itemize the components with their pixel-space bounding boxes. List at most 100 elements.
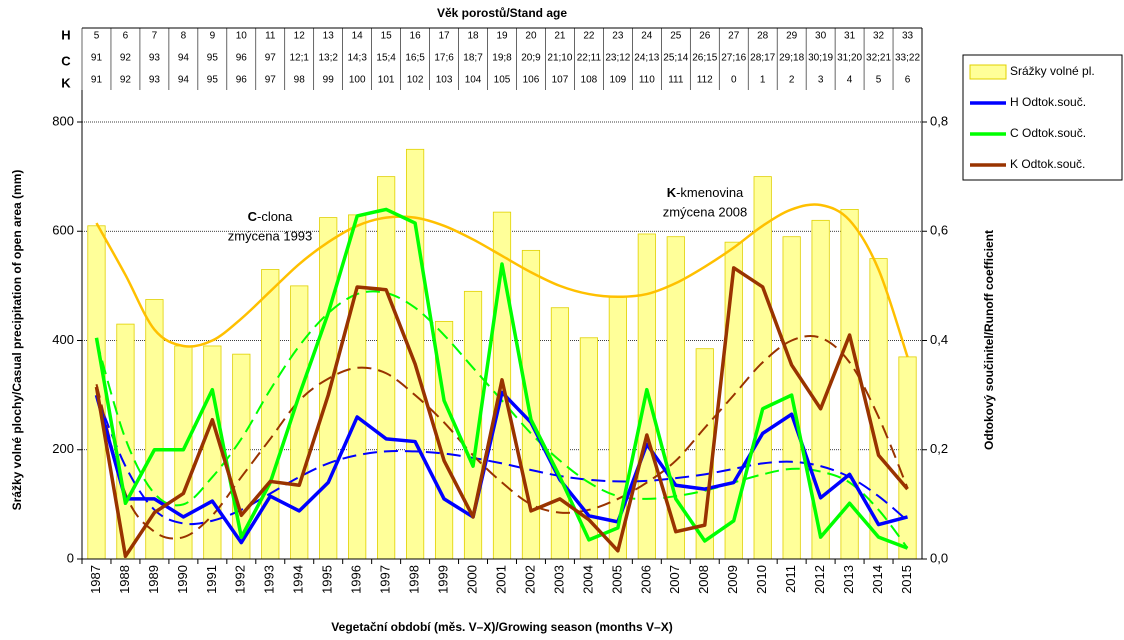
- table-cell: 31;20: [837, 53, 862, 64]
- x-tick-label: 1987: [88, 565, 103, 594]
- table-cell: 91: [91, 53, 103, 64]
- table-cell: 23;12: [605, 53, 630, 64]
- table-cell: 21: [554, 31, 566, 42]
- x-tick-label: 1988: [117, 565, 132, 594]
- table-cell: 92: [120, 75, 132, 86]
- table-cell: 28: [757, 31, 769, 42]
- table-cell: 32: [873, 31, 885, 42]
- table-cell: 101: [378, 75, 395, 86]
- table-cell: 25: [670, 31, 682, 42]
- legend-label: Srážky volné pl.: [1010, 64, 1095, 78]
- x-tick-label: 1996: [349, 565, 364, 594]
- table-cell: 97: [265, 53, 277, 64]
- data-line: [94, 390, 908, 545]
- x-tick-label: 2002: [522, 565, 537, 594]
- bar: [290, 285, 309, 560]
- table-cell: 29;18: [779, 53, 804, 64]
- table-cell: 28;17: [750, 53, 775, 64]
- table-cell: 93: [149, 53, 161, 64]
- x-tick-label: 2013: [841, 565, 856, 594]
- bar: [550, 307, 570, 560]
- bar: [521, 249, 541, 560]
- x-tick-label: 1993: [262, 565, 277, 594]
- y2-tick-label: 0,0: [930, 550, 948, 565]
- table-cell: 19: [496, 31, 508, 42]
- table-cell: 5: [94, 31, 100, 42]
- annotation: zmýcena 1993: [228, 228, 313, 243]
- table-cell: 13;2: [318, 53, 338, 64]
- table-cell: 30;19: [808, 53, 833, 64]
- y-tick-label: 800: [52, 113, 74, 128]
- bar: [319, 217, 338, 560]
- y2-tick-label: 0,2: [930, 441, 948, 456]
- table-cell: 96: [236, 53, 248, 64]
- table-cell: 31: [844, 31, 856, 42]
- x-tick-label: 2011: [783, 565, 798, 593]
- table-cell: 12: [294, 31, 306, 42]
- x-tick-label: 2001: [493, 565, 508, 594]
- table-cell: 92: [120, 53, 132, 64]
- table-cell: 112: [697, 75, 713, 86]
- table-cell: 94: [178, 75, 190, 86]
- y-tick-label: 600: [52, 223, 74, 238]
- x-tick-label: 1991: [204, 565, 219, 594]
- y2-tick-label: 0,4: [930, 332, 948, 347]
- annotation: K-kmenovina: [667, 185, 744, 200]
- bar: [203, 345, 222, 560]
- table-cell: 108: [581, 75, 598, 86]
- table-cell: 27: [728, 31, 740, 42]
- table-cell: 100: [349, 75, 366, 86]
- table-row-label: H: [61, 27, 70, 42]
- table-cell: 106: [523, 75, 540, 86]
- legend-label: K Odtok.souč.: [1010, 157, 1085, 171]
- table-row-label: K: [61, 75, 71, 90]
- x-tick-label: 2014: [870, 565, 885, 594]
- y-tick-label: 200: [52, 441, 74, 456]
- table-cell: 16: [410, 31, 422, 42]
- table-cell: 11: [265, 31, 276, 42]
- table-cell: 32;21: [866, 53, 891, 64]
- annotation-text: -clona: [257, 209, 293, 224]
- table-cell: 20: [525, 31, 537, 42]
- x-tick-label: 2010: [754, 565, 769, 594]
- x-tick-label: 2006: [638, 565, 653, 594]
- x-tick-label: 1992: [233, 565, 248, 594]
- table-cell: 94: [178, 53, 190, 64]
- table-cell: 3: [818, 75, 824, 86]
- bar: [898, 356, 917, 560]
- table-cell: 23: [612, 31, 624, 42]
- table-cell: 102: [407, 75, 424, 86]
- annotation: zmýcena 2008: [663, 204, 748, 219]
- x-tick-label: 2012: [812, 565, 827, 594]
- legend-swatch: [969, 64, 1007, 80]
- table-cell: 110: [639, 75, 655, 86]
- table-cell: 24: [641, 31, 653, 42]
- table-cell: 105: [494, 75, 511, 86]
- x-tick-label: 2015: [899, 565, 914, 594]
- table-cell: 4: [847, 75, 853, 86]
- table-cell: 22: [583, 31, 595, 42]
- x-tick-label: 1995: [320, 565, 335, 594]
- chart-title: Věk porostů/Stand age: [437, 6, 567, 20]
- table-cell: 91: [91, 75, 103, 86]
- legend-label: H Odtok.souč.: [1010, 95, 1086, 109]
- table-row-label: C: [61, 53, 71, 68]
- table-cell: 16;5: [405, 53, 425, 64]
- table-cell: 18: [467, 31, 479, 42]
- table-cell: 0: [731, 75, 737, 86]
- table-cell: 7: [152, 31, 158, 42]
- table-cell: 33: [902, 31, 914, 42]
- table-cell: 96: [236, 75, 248, 86]
- table-cell: 30: [815, 31, 827, 42]
- x-tick-label: 2008: [696, 565, 711, 594]
- table-cell: 12;1: [290, 53, 310, 64]
- trend-line: [95, 334, 909, 540]
- x-tick-label: 1994: [291, 565, 306, 594]
- x-tick-label: 1989: [146, 565, 161, 594]
- table-cell: 99: [323, 75, 335, 86]
- table-cell: 107: [552, 75, 569, 86]
- x-tick-label: 2000: [464, 565, 479, 594]
- x-tick-label: 2003: [551, 565, 566, 594]
- y2-tick-label: 0,6: [930, 223, 948, 238]
